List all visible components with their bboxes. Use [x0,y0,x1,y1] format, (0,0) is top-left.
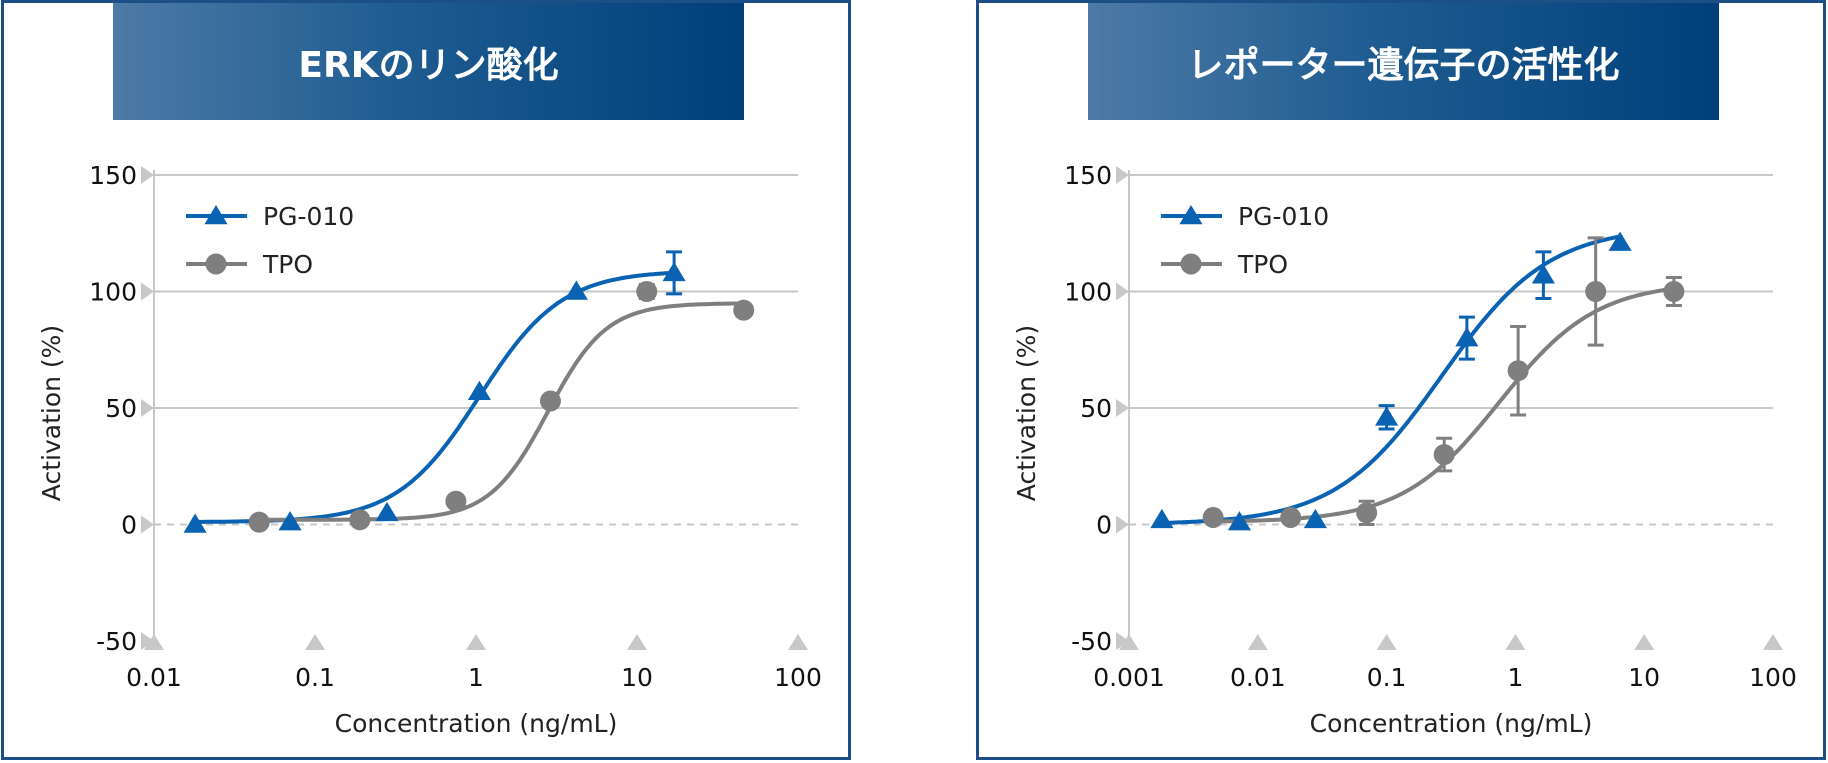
data-point-circle [1585,281,1607,302]
data-point-circle [248,511,270,533]
y-axis-label: Activation (%) [1012,325,1041,501]
legend-label: TPO [262,250,313,279]
y-tick-label: 150 [89,161,137,190]
data-point-triangle [1150,508,1174,529]
y-tick-label: 50 [1080,394,1112,423]
y-tick-label: 0 [121,511,137,540]
y-tick-label: -50 [1071,627,1112,656]
x-axis-label: Concentration (ng/mL) [1310,709,1593,738]
data-point-triangle [467,380,491,400]
x-tick-label: 0.01 [1230,663,1286,692]
y-tick-label: 100 [1064,278,1112,307]
fit-curve-tpo [1213,286,1675,524]
y-tick-label: -50 [96,627,137,656]
x-tick-label: 10 [1628,663,1660,692]
chart-panel-erk: ERKのリン酸化 -50 0 50 100 150 0.01 0.1 1 10 100 Concen… [1,0,851,760]
erk-chart: -50 0 50 100 150 0.01 0.1 1 10 100 Concentration (… [37,161,822,738]
legend-marker-circle [205,253,227,275]
data-point-circle [349,509,371,531]
x-tick-marker [1763,634,1783,650]
legend-marker-circle [1180,253,1202,275]
legend-label: PG-010 [263,202,354,231]
data-point-circle [1280,507,1302,529]
x-tick-marker [1634,634,1655,650]
legend-label: PG-010 [1238,202,1329,231]
y-tick-marker [1116,282,1129,301]
data-point-circle [445,490,467,512]
data-point-triangle [278,511,302,531]
x-tick-marker [1247,634,1268,650]
x-tick-marker [627,634,647,650]
data-point-circle [636,281,658,302]
y-tick-marker [141,399,154,417]
x-tick-marker [1376,634,1397,650]
data-point-triangle [564,280,588,300]
chart-panel-reporter: レポーター遺伝子の活性化 -50 0 50 100 150 0.001 0.01 0.1 1 10… [976,0,1826,760]
x-tick-marker [788,634,808,650]
chart-title: レポーター遺伝子の活性化 [1187,44,1620,86]
data-point-triangle [1303,508,1327,529]
x-tick-label: 1 [1507,663,1523,692]
x-tick-marker [1119,634,1139,650]
y-tick-marker [1116,166,1129,184]
data-point-circle [1356,502,1378,524]
x-tick-marker [1505,634,1526,650]
x-tick-label: 1 [468,663,484,692]
x-tick-label: 100 [1749,663,1797,692]
y-tick-marker [141,166,154,184]
y-axis-label: Activation (%) [37,325,66,501]
fit-curve-pg-010 [195,270,675,524]
data-point-circle [733,299,755,321]
x-tick-label: 0.1 [295,663,335,692]
reporter-chart: -50 0 50 100 150 0.001 0.01 0.1 1 10 100 Concentrat… [1012,161,1797,738]
x-tick-label: 0.1 [1367,663,1407,692]
data-point-triangle [1227,511,1251,531]
x-tick-label: 0.001 [1093,663,1165,692]
data-point-circle [1433,444,1455,466]
y-tick-marker [1116,399,1129,417]
data-point-circle [539,390,561,412]
chart-title-banner: レポーター遺伝子の活性化 [1088,3,1719,120]
x-axis-label: Concentration (ng/mL) [335,709,618,738]
y-tick-marker [1116,632,1129,650]
fit-curve-tpo [259,301,744,522]
data-point-triangle [1608,231,1632,251]
data-point-triangle [183,513,207,533]
data-point-circle [1507,360,1529,382]
x-tick-label: 100 [774,663,822,692]
x-tick-marker [144,634,164,650]
x-tick-label: 10 [621,663,653,692]
data-point-triangle [1531,264,1555,284]
x-tick-label: 0.01 [126,663,182,692]
x-tick-marker [305,634,325,650]
legend-label: TPO [1237,250,1288,279]
chart-title: ERKのリン酸化 [298,44,559,86]
chart-title-banner: ERKのリン酸化 [113,3,744,120]
y-tick-label: 150 [1064,161,1112,190]
y-tick-marker [141,632,154,650]
y-tick-marker [1116,515,1129,534]
y-tick-label: 100 [89,278,137,307]
y-tick-marker [141,515,154,534]
data-point-circle [1663,281,1685,302]
data-point-circle [1202,507,1224,529]
y-tick-label: 50 [105,394,137,423]
data-point-triangle [1375,406,1399,426]
data-point-triangle [375,501,399,522]
y-tick-marker [141,282,154,301]
y-tick-label: 0 [1096,511,1112,540]
data-point-triangle [662,261,686,282]
data-point-triangle [1455,327,1479,347]
x-tick-marker [466,634,486,650]
legend-marker-triangle [1179,205,1203,225]
legend-marker-triangle [204,205,228,225]
